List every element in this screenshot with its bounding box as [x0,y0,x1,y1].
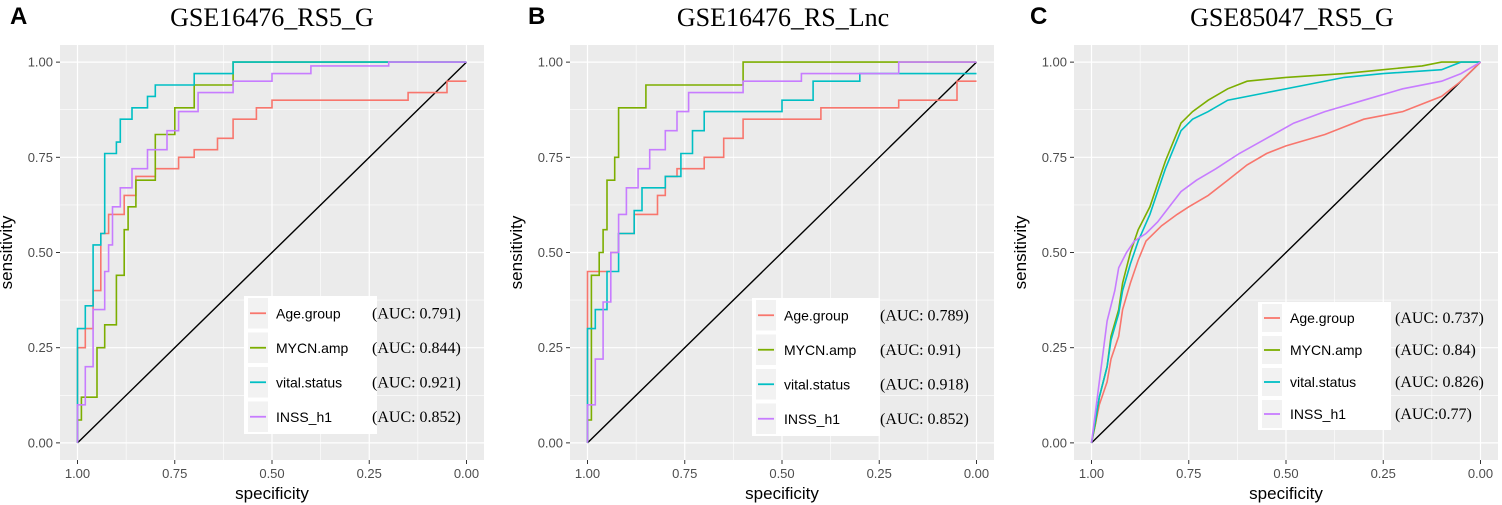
y-axis-label: sensitivity [0,215,16,289]
roc-curve-inss-h1 [76,61,467,443]
chart-title: GSE16476_RS_Lnc [677,3,889,32]
x-tick-label: 0.50 [769,466,794,481]
roc-curve-vital-status [1090,61,1481,444]
y-tick-label: 0.25 [538,340,563,355]
legend-label: Age.group [276,305,341,321]
auc-annotation: (AUC: 0.737) [1395,310,1484,327]
auc-annotation: (AUC: 0.852) [372,409,461,426]
auc-annotation: (AUC:0.77) [1395,406,1472,423]
diagonal-reference-line [77,61,467,444]
legend-label: MYCN.amp [784,342,857,358]
legend-label: INSS_h1 [1290,406,1346,422]
auc-annotation: (AUC: 0.789) [880,307,969,324]
y-tick-label: 0.00 [1042,435,1067,450]
legend: Age.group MYCN.amp vital.status INSS_h1 [1258,302,1391,430]
legend: Age.group MYCN.amp vital.status INSS_h1 [244,296,377,434]
roc-curve-inss-h1 [1090,61,1481,444]
auc-annotation: (AUC: 0.791) [372,305,461,322]
roc-curve-vital-status [586,72,977,443]
auc-annotation: (AUC: 0.918) [880,376,969,393]
x-tick-label: 0.75 [672,466,697,481]
x-tick-label: 0.25 [357,466,382,481]
x-tick-label: 1.00 [1079,466,1104,481]
y-tick-label: 0.75 [538,150,563,165]
roc-curve-inss-h1 [586,61,977,443]
x-tick-label: 0.25 [867,466,892,481]
y-tick-label: 1.00 [538,55,563,70]
panel-letter: B [528,3,545,30]
y-tick-label: 1.00 [28,55,53,70]
auc-annotation: (AUC: 0.84) [1395,342,1476,359]
y-tick-label: 0.00 [538,435,563,450]
auc-annotation: (AUC: 0.844) [372,340,461,357]
y-tick-label: 0.50 [1042,245,1067,260]
panel-letter: A [10,3,27,30]
y-tick-label: 0.50 [538,245,563,260]
y-tick-label: 0.50 [28,245,53,260]
legend-label: INSS_h1 [276,409,332,425]
legend-label: vital.status [784,376,850,392]
chart-title: GSE16476_RS5_G [170,3,374,32]
y-tick-label: 0.00 [28,435,53,450]
x-tick-label: 0.75 [162,466,187,481]
y-axis-label: sensitivity [507,215,526,289]
y-tick-label: 0.75 [1042,150,1067,165]
diagonal-reference-line [587,61,977,444]
auc-annotation: (AUC: 0.91) [880,342,961,359]
legend: Age.group MYCN.amp vital.status INSS_h1 [752,298,880,436]
x-tick-label: 0.00 [964,466,989,481]
x-tick-label: 0.00 [454,466,479,481]
roc-curve-vital-status [76,61,467,443]
auc-annotation: (AUC: 0.921) [372,374,461,391]
x-tick-label: 0.50 [259,466,284,481]
x-tick-label: 0.00 [1468,466,1493,481]
roc-curve-age-group [76,80,467,443]
legend-label: INSS_h1 [784,411,840,427]
auc-annotation: (AUC: 0.852) [880,411,969,428]
y-axis-label: sensitivity [1011,215,1030,289]
x-tick-label: 1.00 [575,466,600,481]
legend-label: MYCN.amp [1290,342,1363,358]
legend-label: Age.group [784,307,849,323]
panel-letter: C [1030,3,1047,30]
x-tick-label: 0.50 [1273,466,1298,481]
x-tick-label: 1.00 [65,466,90,481]
legend-label: Age.group [1290,310,1355,326]
legend-label: vital.status [276,374,342,390]
y-tick-label: 0.25 [28,340,53,355]
legend-label: MYCN.amp [276,340,349,356]
x-axis-label: specificity [235,484,309,503]
x-axis-label: specificity [745,484,819,503]
panel-b: B GSE16476_RS_Lnc 1.00 0.75 0.50 0.25 0.00 0.00… [507,3,994,503]
legend-label: vital.status [1290,374,1356,390]
panel-c: C GSE85047_RS5_G 1.00 0.75 0.50 0.25 0.00 0.00 0… [1011,3,1498,503]
auc-annotation: (AUC: 0.826) [1395,374,1484,391]
panel-a: A GSE16476_RS5_G 1.00 0.75 0.50 0.25 0.00 0.00 0… [0,3,484,503]
x-tick-label: 0.25 [1371,466,1396,481]
roc-curve-mycn-amp [586,61,977,443]
y-tick-label: 0.75 [28,150,53,165]
x-axis-label: specificity [1249,484,1323,503]
chart-title: GSE85047_RS5_G [1190,3,1394,32]
y-tick-label: 1.00 [1042,55,1067,70]
y-tick-label: 0.25 [1042,340,1067,355]
roc-curve-mycn-amp [76,61,467,443]
x-tick-label: 0.75 [1176,466,1201,481]
roc-curve-age-group [1090,61,1482,444]
diagonal-reference-line [1091,61,1481,444]
